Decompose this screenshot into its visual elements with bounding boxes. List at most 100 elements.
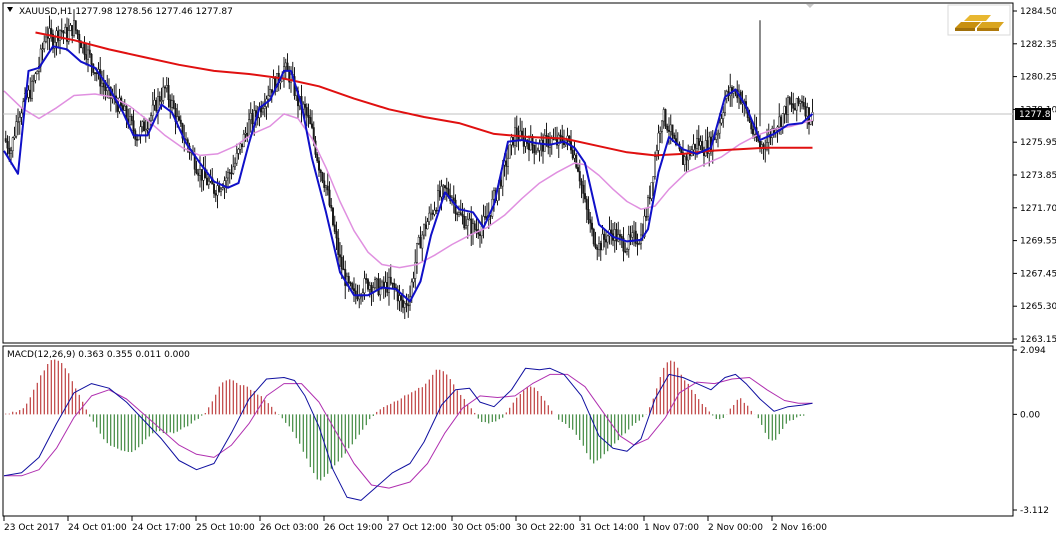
- candle: [582, 174, 585, 204]
- macd-pane-frame: [2, 345, 1014, 517]
- candle: [328, 181, 331, 208]
- candle: [717, 129, 719, 148]
- time-tick-label: 2 Nov 16:00: [772, 523, 827, 533]
- candle: [661, 120, 663, 144]
- time-tick-label: 30 Oct 05:00: [452, 523, 511, 533]
- candle: [235, 143, 238, 166]
- candle: [237, 147, 240, 160]
- current-price-label: 1277.87: [1019, 110, 1056, 120]
- candle: [620, 233, 623, 248]
- candle: [130, 113, 133, 126]
- candle: [650, 182, 653, 202]
- candle: [178, 110, 180, 122]
- time-tick-label: 2 Nov 00:00: [708, 523, 763, 533]
- candle: [626, 247, 628, 256]
- candle: [349, 281, 352, 287]
- candle: [463, 207, 466, 230]
- price-tick-label: 1282.35: [1020, 40, 1056, 50]
- shift-marker-icon[interactable]: [806, 4, 814, 8]
- candle: [767, 123, 770, 155]
- candle: [213, 182, 215, 199]
- macd-label: MACD(12,26,9) 0.363 0.355 0.011 0.000: [7, 350, 190, 360]
- symbol-label: XAUUSD,H1 1277.98 1278.56 1277.46 1277.8…: [19, 7, 233, 17]
- candle: [146, 121, 149, 134]
- candle: [167, 77, 170, 108]
- candle: [466, 212, 469, 239]
- candle: [353, 277, 355, 303]
- candle: [683, 154, 686, 172]
- gold-bars-icon: [947, 4, 1011, 36]
- candle: [664, 108, 667, 129]
- candle: [151, 91, 154, 121]
- candle: [32, 74, 35, 92]
- candle: [102, 69, 105, 100]
- ma-long-line: [35, 31, 813, 157]
- candle: [326, 172, 329, 196]
- candle: [13, 126, 16, 140]
- macd-plot-area: [3, 359, 813, 501]
- candle: [421, 230, 424, 262]
- candle: [610, 219, 613, 245]
- candle: [795, 97, 798, 122]
- time-tick-label: 26 Oct 03:00: [260, 523, 319, 533]
- candle: [722, 105, 725, 128]
- candle: [400, 293, 403, 312]
- current-price-tag: [1015, 108, 1051, 120]
- candle: [388, 268, 390, 306]
- macd-signal-line: [4, 373, 813, 489]
- candle: [20, 107, 23, 125]
- candle: [452, 185, 455, 214]
- candle: [309, 109, 312, 125]
- candle: [232, 154, 235, 175]
- candle: [473, 220, 476, 233]
- ma-fast-line: [3, 45, 814, 303]
- candle: [17, 108, 19, 136]
- price-tick-label: 1265.30: [1020, 302, 1056, 312]
- candle: [426, 217, 429, 230]
- candle: [535, 139, 537, 155]
- candle: [172, 95, 175, 110]
- candle: [508, 144, 511, 159]
- candle: [435, 207, 438, 215]
- candle: [606, 234, 609, 249]
- price-tick-label: 1273.85: [1020, 171, 1056, 181]
- macd-tick-label: -3.112: [1020, 506, 1049, 516]
- candle: [67, 18, 70, 45]
- candle: [311, 110, 313, 130]
- candle: [652, 176, 655, 197]
- candle: [31, 74, 33, 102]
- candle: [267, 85, 270, 108]
- price-tick-label: 1284.50: [1020, 7, 1056, 17]
- candle: [218, 180, 221, 193]
- candle: [781, 113, 784, 134]
- candle: [802, 95, 805, 110]
- candle: [577, 163, 579, 173]
- candle: [365, 273, 368, 284]
- candle: [227, 167, 229, 189]
- candle: [405, 293, 408, 313]
- time-tick-label: 24 Oct 01:00: [68, 523, 127, 533]
- candle: [162, 77, 165, 105]
- time-axis: 23 Oct 2017 24 Oct 01:00 24 Oct 17:00 25 Oc…: [3, 516, 827, 533]
- time-tick-label: 25 Oct 10:00: [196, 523, 255, 533]
- candle: [592, 227, 595, 247]
- candle: [437, 184, 439, 213]
- candle: [416, 242, 418, 274]
- candle: [207, 176, 210, 189]
- price-tick-label: 1280.25: [1020, 73, 1056, 83]
- candle: [797, 96, 800, 107]
- candle: [225, 170, 228, 194]
- candle: [305, 103, 308, 127]
- candle: [6, 135, 9, 156]
- candle: [90, 53, 93, 77]
- candle: [307, 103, 310, 128]
- price-tick-label: 1263.15: [1020, 335, 1056, 345]
- candle: [792, 92, 795, 115]
- candle: [158, 91, 161, 106]
- candle: [50, 19, 53, 42]
- candle: [321, 171, 324, 184]
- candle: [655, 144, 658, 161]
- triangle-down-icon[interactable]: [7, 7, 13, 12]
- candle: [330, 197, 333, 212]
- candle: [316, 152, 319, 163]
